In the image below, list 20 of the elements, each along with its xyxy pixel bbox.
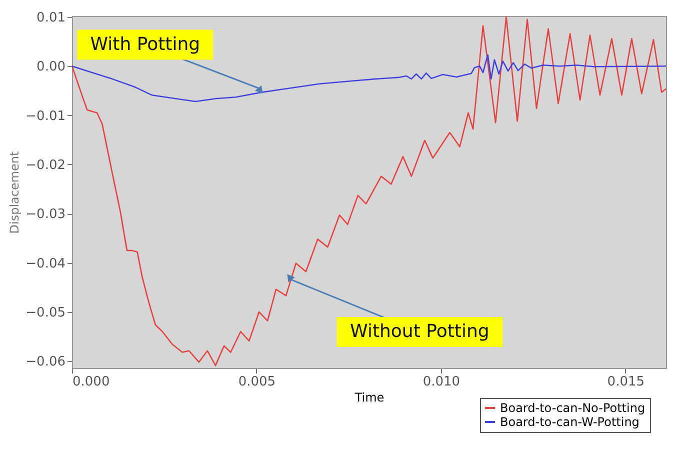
y-axis-title: Displacement xyxy=(8,150,22,234)
x-axis-title: Time xyxy=(354,390,384,404)
y-tick-label: −0.01 xyxy=(26,108,66,124)
y-tick-label: −0.03 xyxy=(26,207,66,222)
x-tick-label: 0.005 xyxy=(238,374,276,390)
y-tick-label: −0.04 xyxy=(26,256,66,272)
line-series xyxy=(72,16,666,366)
y-tick-label: 0.00 xyxy=(36,60,66,75)
y-tick-label: −0.02 xyxy=(26,158,66,173)
legend-label: Board-to-can-No-Potting xyxy=(500,401,646,415)
annotation: Without Potting xyxy=(350,321,490,342)
legend-label: Board-to-can-W-Potting xyxy=(500,415,640,429)
annotation: With Potting xyxy=(90,34,200,55)
line-series xyxy=(72,54,666,102)
y-tick-label: 0.01 xyxy=(36,10,66,26)
x-tick-label: 0.000 xyxy=(72,374,110,390)
y-tick-label: −0.05 xyxy=(26,305,66,320)
y-tick-label: −0.06 xyxy=(26,354,66,370)
x-tick-label: 0.015 xyxy=(607,374,645,390)
x-tick-label: 0.010 xyxy=(422,374,460,390)
